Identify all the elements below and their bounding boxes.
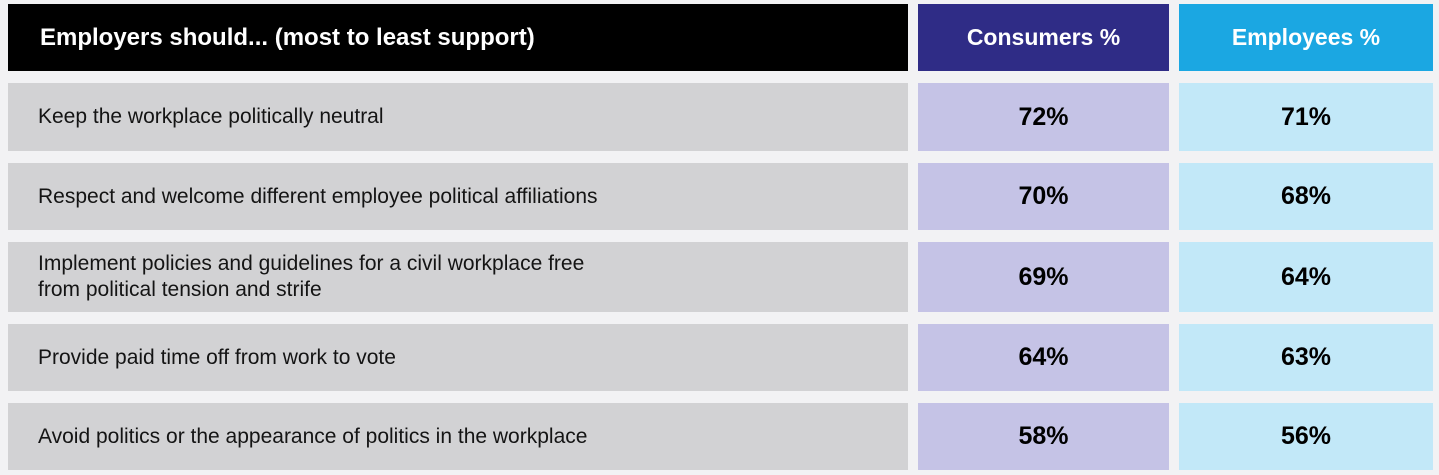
employees-value: 71%	[1179, 83, 1433, 151]
consumers-value: 58%	[918, 403, 1169, 470]
consumers-value: 69%	[918, 242, 1169, 312]
row-label: Keep the workplace politically neutral	[8, 83, 908, 151]
employees-value: 68%	[1179, 163, 1433, 230]
table-header-consumers: Consumers %	[918, 4, 1169, 71]
row-label: Implement policies and guidelines for a …	[8, 242, 908, 312]
employees-value: 64%	[1179, 242, 1433, 312]
employees-value: 56%	[1179, 403, 1433, 470]
table-header-statements: Employers should... (most to least suppo…	[8, 4, 908, 71]
consumers-value: 70%	[918, 163, 1169, 230]
employees-value: 63%	[1179, 324, 1433, 391]
row-label: Avoid politics or the appearance of poli…	[8, 403, 908, 470]
table-header-employees: Employees %	[1179, 4, 1433, 71]
row-label: Respect and welcome different employee p…	[8, 163, 908, 230]
consumers-value: 72%	[918, 83, 1169, 151]
row-label: Provide paid time off from work to vote	[8, 324, 908, 391]
consumers-value: 64%	[918, 324, 1169, 391]
